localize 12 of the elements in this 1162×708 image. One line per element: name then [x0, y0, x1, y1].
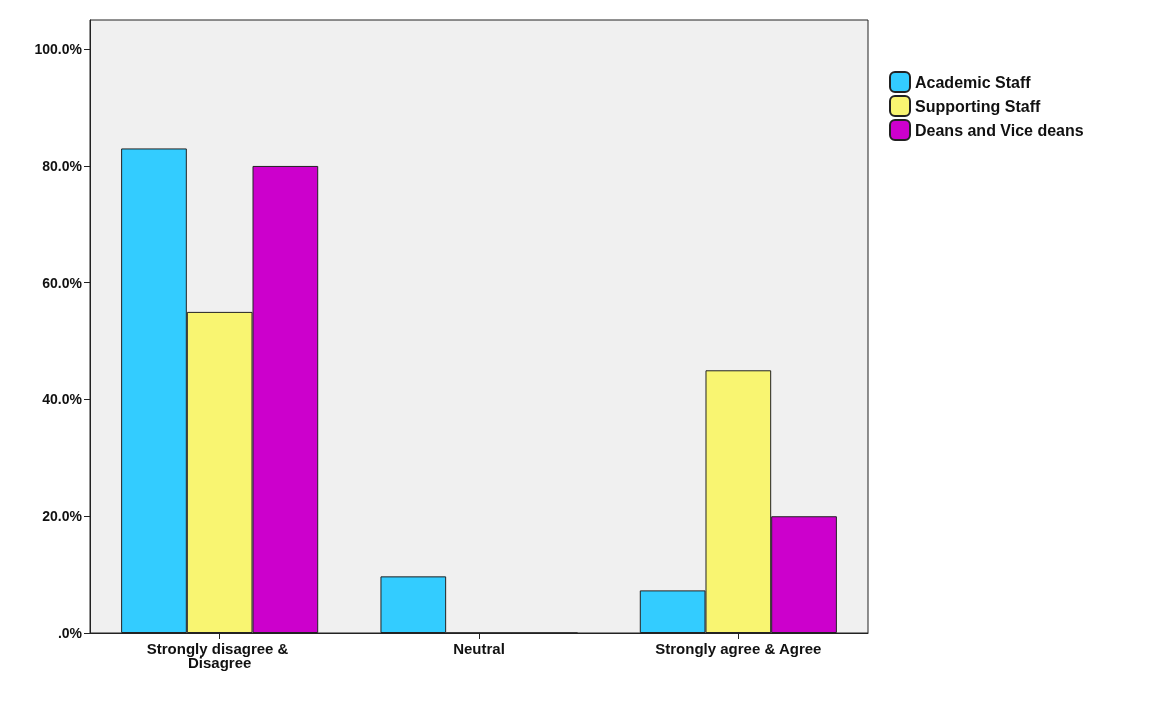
y-tick-label: 100.0% [34, 41, 83, 58]
y-tick-label: 20.0% [42, 508, 83, 525]
y-tick-label: 60.0% [42, 274, 83, 291]
x-tick-label: Strongly disagree & Disagree [146, 639, 293, 671]
legend-label: Academic Staff [915, 73, 1032, 91]
x-tick-label: Neutral [453, 639, 505, 657]
legend-label: Supporting Staff [915, 97, 1041, 115]
legend-label: Deans and Vice deans [915, 121, 1084, 139]
x-tick-label: Strongly agree & Agree [655, 639, 822, 657]
y-tick-label: 80.0% [42, 157, 83, 174]
y-tick-label: .0% [57, 625, 83, 641]
y-tick-label: 40.0% [42, 391, 83, 408]
